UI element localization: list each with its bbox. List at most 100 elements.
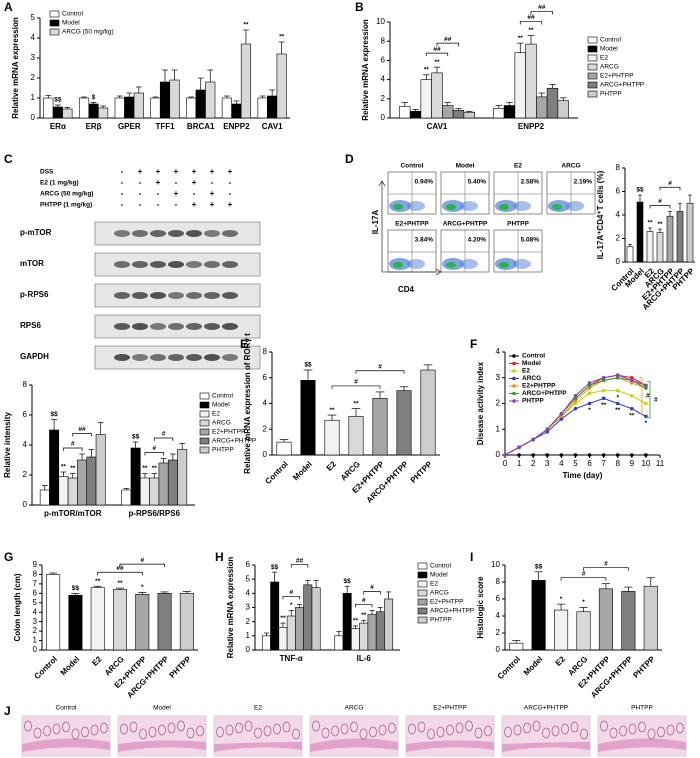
treatment-sign: + — [138, 167, 143, 176]
legend-swatch — [199, 401, 210, 409]
band — [114, 230, 130, 237]
y-axis-label: Relative mRNA expression of RORγ t — [243, 333, 252, 474]
cell-cloud — [407, 259, 425, 269]
y-tick-label: 1 — [246, 631, 251, 640]
crypt — [551, 725, 560, 737]
significance: * — [588, 407, 591, 414]
treatment-sign: - — [139, 200, 142, 209]
treatment-label: ARCG (50 mg/kg) — [40, 191, 93, 198]
panel-label: B — [355, 0, 364, 14]
tissue-band — [598, 738, 686, 752]
significance: $$ — [54, 97, 62, 104]
crypt — [177, 720, 185, 732]
plot-title: PHTPP — [507, 221, 529, 228]
x-tick-label: ENPP2 — [223, 122, 250, 131]
x-tick-label: 9 — [630, 459, 635, 468]
treatment-label: DSS — [40, 169, 54, 176]
bar — [300, 380, 316, 456]
bar — [626, 246, 634, 263]
y-tick-label: 1 — [496, 424, 501, 433]
image-caption: E2+PHTPP — [433, 705, 466, 712]
bar — [311, 587, 321, 651]
crypt — [254, 727, 262, 739]
band — [114, 261, 130, 268]
point — [587, 401, 592, 406]
y-axis-label: Relative mRNA expression — [226, 557, 235, 659]
legend-label: Control — [522, 353, 545, 360]
y-tick-label: 2 — [31, 73, 36, 82]
panel-label: J — [4, 704, 11, 718]
crypt — [359, 728, 368, 740]
histology-image — [213, 715, 303, 757]
x-tick-label: Control — [263, 460, 289, 486]
x-tick-label: 4 — [559, 459, 564, 468]
bar — [169, 79, 180, 119]
bracket-label: # — [582, 570, 586, 577]
crypt — [388, 722, 396, 734]
point — [559, 417, 564, 421]
y-tick-label: 0 — [33, 645, 38, 654]
y-tick-label: 0 — [263, 450, 268, 459]
crypt — [570, 721, 579, 733]
point — [587, 391, 592, 396]
legend-label: ARCG — [600, 64, 619, 71]
bar — [276, 53, 287, 119]
significance: ** — [117, 580, 123, 587]
legend-label: Control — [212, 393, 234, 400]
y-tick-label: 5 — [33, 598, 38, 607]
crypt — [427, 728, 435, 740]
point — [644, 453, 648, 457]
y-tick-label: 4 — [263, 399, 268, 408]
treatment-sign: - — [175, 200, 178, 209]
bar — [133, 92, 144, 119]
legend-label: PHTPP — [430, 617, 452, 624]
point — [630, 375, 634, 380]
y-tick-label: 2 — [496, 399, 501, 408]
treatment-sign: - — [229, 189, 232, 198]
line — [504, 397, 647, 456]
bar — [205, 81, 216, 119]
legend-swatch — [587, 45, 598, 53]
treatment-sign: - — [211, 178, 214, 187]
band — [132, 230, 148, 237]
bar — [179, 593, 194, 651]
bar — [442, 105, 454, 119]
crypt — [666, 724, 675, 736]
legend-swatch — [587, 72, 598, 80]
bar — [195, 89, 206, 119]
panel-label: H — [215, 550, 224, 564]
bar — [221, 97, 232, 119]
significance: ** — [518, 35, 524, 42]
bar — [113, 589, 127, 651]
band — [222, 323, 238, 330]
percent: 2.19% — [574, 179, 593, 186]
bracket — [144, 452, 164, 456]
bar — [525, 43, 537, 119]
crypt — [43, 725, 51, 737]
point — [630, 381, 634, 385]
significance: ** — [353, 400, 359, 407]
x-tick-label: E2 — [325, 459, 339, 473]
bar — [43, 97, 54, 119]
bar — [514, 52, 526, 119]
bracket-label: ## — [78, 426, 86, 433]
x-tick-label: TNF-α — [280, 654, 303, 663]
crypt — [312, 720, 320, 732]
significance: ** — [279, 34, 285, 41]
significance: * — [645, 420, 648, 427]
histology-image — [405, 715, 495, 757]
crypt — [657, 726, 665, 738]
x-axis-label: Time (day) — [563, 471, 603, 480]
legend-swatch — [587, 54, 598, 62]
bar — [546, 87, 559, 119]
percent: 5.40% — [468, 179, 487, 186]
significance: ** — [361, 612, 367, 619]
bar — [159, 81, 171, 119]
cell-core — [393, 262, 403, 268]
panel-label: I — [470, 550, 473, 564]
treatment-sign: + — [156, 178, 161, 187]
significance: * — [616, 394, 619, 401]
treatment-sign: + — [192, 167, 197, 176]
crypt — [263, 725, 272, 737]
point — [644, 414, 648, 419]
